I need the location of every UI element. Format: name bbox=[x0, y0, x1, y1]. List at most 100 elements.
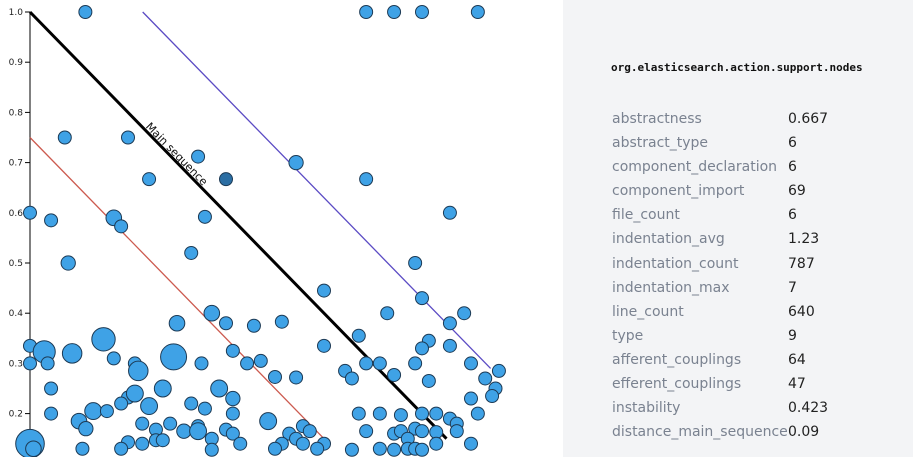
package-point[interactable] bbox=[225, 343, 240, 358]
package-point[interactable] bbox=[372, 441, 387, 456]
package-point[interactable] bbox=[274, 314, 289, 329]
package-point[interactable] bbox=[470, 5, 485, 19]
package-point[interactable] bbox=[135, 416, 150, 431]
package-point[interactable] bbox=[78, 5, 93, 19]
package-point[interactable] bbox=[106, 351, 121, 366]
package-point[interactable] bbox=[125, 384, 144, 403]
package-point[interactable] bbox=[184, 245, 199, 260]
package-point[interactable] bbox=[114, 441, 129, 456]
package-point[interactable] bbox=[78, 421, 94, 437]
package-point[interactable] bbox=[415, 5, 429, 19]
package-point[interactable] bbox=[155, 433, 170, 448]
package-point[interactable] bbox=[99, 404, 114, 419]
package-point[interactable] bbox=[44, 381, 59, 396]
package-point[interactable] bbox=[393, 408, 408, 423]
package-point[interactable] bbox=[415, 442, 429, 457]
package-point[interactable] bbox=[317, 338, 331, 353]
package-point[interactable] bbox=[268, 369, 282, 384]
package-point[interactable] bbox=[23, 356, 37, 371]
package-point[interactable] bbox=[189, 422, 208, 441]
package-point[interactable] bbox=[210, 379, 229, 398]
package-point[interactable] bbox=[140, 397, 159, 416]
package-point[interactable] bbox=[415, 424, 429, 439]
package-point[interactable] bbox=[372, 406, 387, 421]
package-point[interactable] bbox=[246, 318, 261, 333]
package-point[interactable] bbox=[259, 412, 278, 431]
package-point[interactable] bbox=[75, 441, 90, 456]
package-point[interactable] bbox=[197, 401, 212, 416]
package-point[interactable] bbox=[464, 356, 478, 371]
package-point[interactable] bbox=[317, 283, 331, 298]
package-point[interactable] bbox=[114, 396, 129, 411]
package-point[interactable] bbox=[359, 172, 374, 187]
package-point[interactable] bbox=[359, 356, 374, 371]
package-point[interactable] bbox=[160, 343, 188, 371]
package-point[interactable] bbox=[351, 406, 366, 421]
package-point[interactable] bbox=[470, 406, 485, 421]
package-point[interactable] bbox=[163, 416, 178, 431]
package-point[interactable] bbox=[184, 396, 199, 411]
package-point[interactable] bbox=[240, 356, 255, 371]
package-point[interactable] bbox=[387, 5, 402, 19]
highlighted-package-point[interactable] bbox=[219, 172, 233, 187]
package-point[interactable] bbox=[415, 341, 429, 356]
package-point[interactable] bbox=[121, 130, 135, 145]
package-point[interactable] bbox=[168, 314, 186, 332]
package-point[interactable] bbox=[219, 316, 233, 331]
package-point[interactable] bbox=[380, 306, 395, 321]
package-point[interactable] bbox=[135, 436, 150, 451]
package-point[interactable] bbox=[429, 436, 444, 451]
package-point[interactable] bbox=[442, 205, 457, 220]
package-point[interactable] bbox=[84, 402, 103, 421]
package-point[interactable] bbox=[408, 256, 423, 270]
package-point[interactable] bbox=[344, 371, 359, 386]
package-point[interactable] bbox=[478, 371, 493, 386]
package-point[interactable] bbox=[387, 367, 402, 382]
package-point[interactable] bbox=[464, 436, 478, 451]
package-point[interactable] bbox=[408, 356, 423, 371]
package-point[interactable] bbox=[197, 209, 212, 224]
package-point[interactable] bbox=[288, 154, 304, 171]
package-point[interactable] bbox=[194, 356, 209, 371]
package-point[interactable] bbox=[142, 172, 157, 187]
package-point[interactable] bbox=[302, 424, 317, 439]
package-point[interactable] bbox=[225, 406, 240, 421]
package-point[interactable] bbox=[442, 316, 457, 331]
package-point[interactable] bbox=[359, 5, 374, 19]
package-point[interactable] bbox=[61, 343, 83, 364]
package-point[interactable] bbox=[57, 130, 72, 145]
package-point[interactable] bbox=[176, 423, 192, 439]
package-point[interactable] bbox=[268, 441, 282, 456]
package-point[interactable] bbox=[415, 406, 429, 421]
package-point[interactable] bbox=[253, 353, 268, 368]
package-point[interactable] bbox=[464, 391, 478, 406]
package-point[interactable] bbox=[60, 255, 76, 271]
package-point[interactable] bbox=[191, 149, 206, 164]
package-point[interactable] bbox=[225, 390, 241, 407]
package-point[interactable] bbox=[415, 291, 429, 306]
package-point[interactable] bbox=[44, 406, 59, 421]
package-point[interactable] bbox=[233, 436, 248, 451]
package-point[interactable] bbox=[387, 442, 402, 457]
package-point[interactable] bbox=[23, 205, 37, 220]
package-point[interactable] bbox=[344, 442, 359, 457]
package-point[interactable] bbox=[457, 306, 472, 321]
package-point[interactable] bbox=[421, 373, 436, 388]
package-point[interactable] bbox=[204, 442, 219, 457]
package-point[interactable] bbox=[429, 406, 444, 421]
package-point[interactable] bbox=[203, 304, 221, 322]
package-point[interactable] bbox=[40, 356, 55, 371]
package-point[interactable] bbox=[491, 363, 506, 378]
package-point[interactable] bbox=[295, 436, 310, 451]
package-point[interactable] bbox=[225, 426, 240, 441]
package-point[interactable] bbox=[25, 440, 42, 457]
package-point[interactable] bbox=[128, 360, 149, 382]
package-point[interactable] bbox=[351, 328, 366, 343]
package-point[interactable] bbox=[289, 370, 304, 385]
package-point[interactable] bbox=[359, 424, 374, 439]
package-point[interactable] bbox=[485, 389, 500, 404]
package-point[interactable] bbox=[91, 327, 116, 352]
package-point[interactable] bbox=[114, 219, 129, 234]
package-point[interactable] bbox=[372, 356, 387, 371]
package-point[interactable] bbox=[310, 441, 325, 456]
